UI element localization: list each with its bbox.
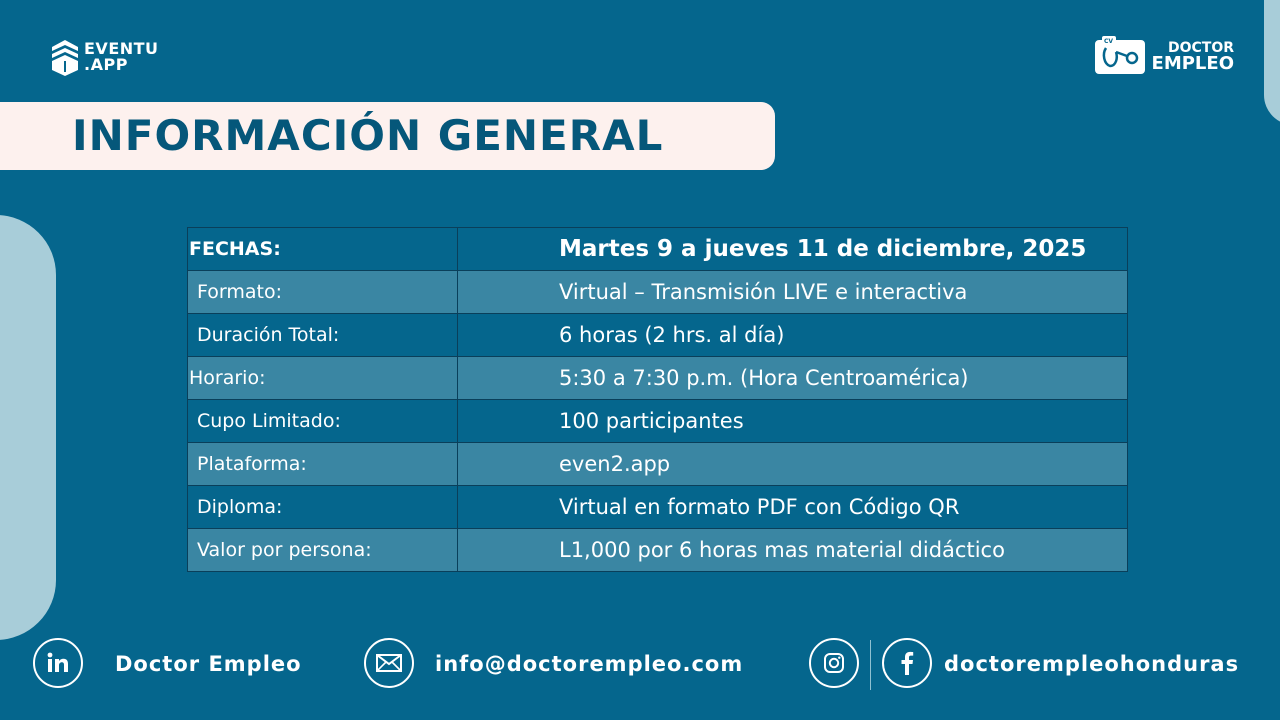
table-row: Valor por persona: L1,000 por 6 horas ma… <box>187 528 1128 572</box>
row-label: Valor por persona: <box>187 528 458 572</box>
row-value: Virtual – Transmisión LIVE e interactiva <box>457 270 1128 314</box>
footer-contacts: Doctor Empleo info@doctorempleo.com doct… <box>0 638 1280 692</box>
table-row: Cupo Limitado: 100 participantes <box>187 399 1128 443</box>
doctor-empleo-logo: CV DOCTOR EMPLEO <box>1094 36 1234 76</box>
row-label: Formato: <box>187 270 458 314</box>
row-value: Virtual en formato PDF con Código QR <box>457 485 1128 529</box>
facebook-icon[interactable] <box>882 638 932 688</box>
eventu-logo: EVENTU .APP <box>50 37 159 77</box>
linkedin-icon[interactable] <box>33 638 83 688</box>
row-label: Horario: <box>187 356 458 400</box>
eventu-logo-icon <box>52 40 78 76</box>
eventu-logo-text: EVENTU .APP <box>84 41 159 73</box>
table-row: FECHAS: Martes 9 a jueves 11 de diciembr… <box>187 227 1128 271</box>
table-row: Diploma: Virtual en formato PDF con Códi… <box>187 485 1128 529</box>
row-label: FECHAS: <box>187 227 458 271</box>
table-row: Formato: Virtual – Transmisión LIVE e in… <box>187 270 1128 314</box>
row-value: 6 horas (2 hrs. al día) <box>457 313 1128 357</box>
doctor-empleo-logo-text: DOCTOR EMPLEO <box>1151 40 1234 74</box>
row-label: Duración Total: <box>187 313 458 357</box>
title-band: INFORMACIÓN GENERAL <box>0 102 775 170</box>
footer-divider <box>870 640 871 690</box>
table-row: Plataforma: even2.app <box>187 442 1128 486</box>
table-row: Horario: 5:30 a 7:30 p.m. (Hora Centroam… <box>187 356 1128 400</box>
decorative-right-pill <box>1264 0 1280 125</box>
row-label: Plataforma: <box>187 442 458 486</box>
email-text[interactable]: info@doctorempleo.com <box>435 652 744 676</box>
doctor-logo-line-2: EMPLEO <box>1151 53 1234 74</box>
instagram-icon[interactable] <box>809 638 859 688</box>
eventu-logo-line-2: .APP <box>84 55 128 74</box>
linkedin-text[interactable]: Doctor Empleo <box>115 652 302 676</box>
decorative-left-pill <box>0 215 56 640</box>
eventu-logo-line-1: EVENTU <box>84 39 159 58</box>
email-icon[interactable] <box>364 638 414 688</box>
row-value: Martes 9 a jueves 11 de diciembre, 2025 <box>457 227 1128 271</box>
row-value: 100 participantes <box>457 399 1128 443</box>
row-label: Diploma: <box>187 485 458 529</box>
row-label: Cupo Limitado: <box>187 399 458 443</box>
social-handle-text[interactable]: doctorempleohonduras <box>944 652 1240 676</box>
row-value: 5:30 a 7:30 p.m. (Hora Centroamérica) <box>457 356 1128 400</box>
page-title: INFORMACIÓN GENERAL <box>72 111 664 160</box>
doctor-empleo-logo-icon: CV <box>1094 36 1145 74</box>
row-value: even2.app <box>457 442 1128 486</box>
doctor-logo-line-1: DOCTOR <box>1167 40 1234 56</box>
table-row: Duración Total: 6 horas (2 hrs. al día) <box>187 313 1128 357</box>
doctor-logo-badge: CV <box>1104 38 1113 45</box>
row-value: L1,000 por 6 horas mas material didáctic… <box>457 528 1128 572</box>
info-table: FECHAS: Martes 9 a jueves 11 de diciembr… <box>187 227 1128 572</box>
